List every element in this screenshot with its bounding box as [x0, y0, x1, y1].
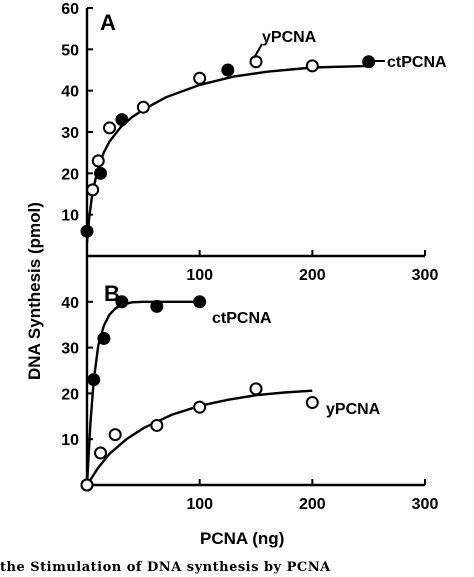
- panel-b-ctpcna-point: [87, 373, 101, 387]
- panel-a-ctpcna-point: [221, 63, 235, 77]
- panel-b-ticks: 10 20 30 40 100 200 300: [61, 295, 438, 513]
- y-axis-title: DNA Synthesis (pmol): [25, 202, 44, 380]
- panel-b-axes: [85, 256, 425, 487]
- panel-a-ypcna-point: [91, 154, 105, 168]
- panel-b-ctpcna-point: [97, 331, 111, 345]
- b-ypcna-label: yPCNA: [326, 401, 381, 418]
- panel-a-y-tick-label: 10: [61, 208, 79, 225]
- panel-a-y-tick-label: 60: [61, 1, 79, 18]
- panel-b-ctpcna-point: [193, 295, 207, 309]
- panel-b-ctpcna-point: [150, 299, 164, 313]
- panel-b-ypcna-point: [80, 478, 94, 492]
- panel-b-y-tick-label: 30: [61, 341, 79, 358]
- panel-b-ypcna-point: [94, 446, 108, 460]
- panel-a-ticks: 10 20 30 40 50 60 100 200 300: [61, 1, 438, 284]
- a-ctpcna-label: ctPCNA: [387, 54, 447, 71]
- panel-b-ypcna-point: [150, 418, 164, 432]
- panel-a-ypcna-point: [193, 71, 207, 85]
- panel-b-fit-curve-2: [85, 389, 313, 486]
- panel-b-ypcna-point: [193, 400, 207, 414]
- panel-a-ypcna-point: [136, 100, 150, 114]
- panel-b-x-tick-label: 200: [299, 496, 326, 513]
- panel-a-ypcna-point: [103, 121, 117, 135]
- panel-a-ypcna-point: [86, 183, 100, 197]
- panel-b-ctpcna-point: [115, 295, 129, 309]
- panel-a-y-tick-label: 20: [61, 166, 79, 183]
- panel-b-label: B: [104, 281, 120, 306]
- panel-a-axes: [85, 8, 425, 258]
- panel-a-y-tick-label: 40: [61, 84, 79, 101]
- panel-b-ypcna-point: [108, 428, 122, 442]
- x-axis-title: PCNA (ng): [200, 529, 284, 548]
- panel-b-y-tick-label: 10: [61, 432, 79, 449]
- b-ctpcna-label: ctPCNA: [212, 310, 272, 327]
- panel-a-ctpcna-point: [94, 166, 108, 180]
- panel-a-ypcna-point: [305, 59, 319, 73]
- panel-a-y-tick-label: 50: [61, 42, 79, 59]
- panel-a-label: A: [100, 10, 116, 35]
- panel-a-ypcna-point: [249, 55, 263, 69]
- panel-a-ctpcna-point: [115, 113, 129, 127]
- panel-a-x-tick-label: 200: [299, 267, 326, 284]
- panel-b-y-tick-label: 40: [61, 295, 79, 312]
- a-ypcna-label: yPCNA: [262, 29, 317, 46]
- panel-a-ctpcna-point: [80, 224, 94, 238]
- panel-b-x-tick-label: 300: [412, 496, 439, 513]
- panel-b-data-points: [80, 295, 319, 492]
- panel-a-data-points: [80, 55, 376, 238]
- a-ypcna-leader-line: [253, 43, 263, 59]
- panel-a-fit-curve-1: [85, 64, 369, 243]
- panel-b-y-tick-label: 20: [61, 386, 79, 403]
- panel-a-x-tick-label: 100: [186, 267, 213, 284]
- panel-b-ypcna-point: [249, 382, 263, 396]
- panel-a-x-tick-label: 300: [412, 267, 439, 284]
- panel-a-fit-curves: [85, 64, 369, 243]
- panel-b-fit-curves: [85, 300, 313, 486]
- panel-b-x-tick-label: 100: [186, 496, 213, 513]
- panel-b-ypcna-point: [305, 396, 319, 410]
- panel-a-y-tick-label: 30: [61, 125, 79, 142]
- figure-caption: the Stimulation of DNA synthesis by PCNA: [0, 560, 331, 575]
